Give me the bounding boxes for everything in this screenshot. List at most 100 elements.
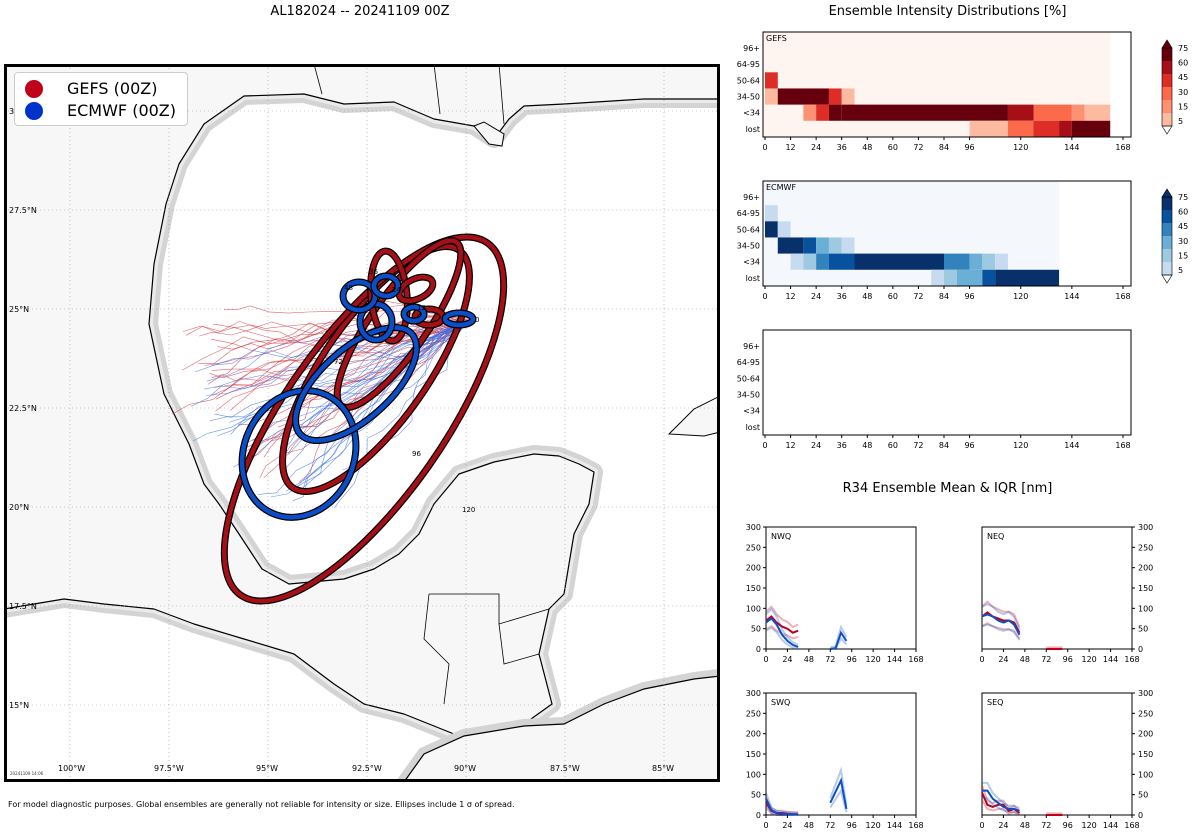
lat-label: 15°N — [9, 701, 29, 710]
heatmap-tick-label: 144 — [1064, 292, 1079, 301]
heatmap-tick-label: 84 — [939, 292, 949, 301]
ellipse-label-96: 96 — [412, 450, 421, 458]
r34-mean-line — [981, 613, 1021, 636]
colorbar-tick-label: 45 — [1178, 73, 1188, 82]
r34-x-tick-label: 72 — [825, 821, 835, 830]
colorbar-segment — [1162, 223, 1172, 236]
heatmap-tick-label: 36 — [837, 441, 847, 450]
heatmap-cell — [944, 269, 957, 286]
r34-x-tick-label: 24 — [782, 821, 792, 830]
heatmap-tick-label: 60 — [888, 143, 898, 152]
lat-label: 17.5°N — [9, 602, 37, 611]
heatmap-cell — [765, 72, 778, 89]
r34-x-tick-label: 168 — [908, 655, 923, 664]
heatmap-row-label: 64-95 — [737, 60, 760, 69]
heatmap-cell — [828, 253, 855, 270]
r34-y-tick-label: 300 — [746, 689, 761, 698]
r34-x-tick-label: 96 — [1063, 655, 1073, 664]
ensemble-ellipses — [220, 233, 508, 605]
r34-y-tick-label: 0 — [1138, 811, 1143, 820]
colorbar-min-arrow — [1161, 125, 1173, 135]
colorbar-tick-label: 75 — [1178, 44, 1188, 53]
heatmap-row-label: 34-50 — [737, 391, 760, 400]
ecmwf-track — [205, 321, 468, 396]
heatmap-cell — [956, 269, 983, 286]
heatmap-cell — [803, 253, 817, 270]
ecmwf-ellipse-12 — [401, 304, 427, 324]
r34-iqr-line — [981, 785, 1021, 812]
gefs-ellipse-36 — [368, 248, 410, 344]
heatmap-frame — [762, 31, 1132, 138]
r34-x-tick-label: 96 — [1063, 821, 1073, 830]
graticule — [7, 67, 717, 779]
r34-mean-line — [829, 777, 848, 810]
heatmap-tick-label: 0 — [762, 441, 767, 450]
legend-label-ecmwf: ECMWF (00Z) — [67, 101, 176, 120]
heatmap-tick-label: 24 — [811, 143, 821, 152]
gefs-ellipse-120 — [222, 234, 506, 604]
heatmap-cell — [1033, 120, 1060, 137]
r34-iqr-line — [830, 624, 848, 649]
heatmap-row-label: 34-50 — [737, 242, 760, 251]
r34-x-tick-label: 0 — [763, 821, 768, 830]
heatmap-tick-label: 24 — [811, 292, 821, 301]
colorbar-max-arrow — [1161, 188, 1173, 198]
ecmwf-track — [212, 321, 463, 366]
ellipse-label-12: 12 — [417, 304, 426, 312]
heatmap-tick-label: 48 — [862, 143, 872, 152]
r34-y-tick-label: 150 — [1138, 750, 1153, 759]
colorbar-segment — [1162, 48, 1172, 61]
heatmap-cell — [982, 269, 996, 286]
heatmap-row-label: 34-50 — [737, 93, 760, 102]
r34-y-tick-label: 150 — [746, 750, 761, 759]
r34-mean-line — [765, 615, 799, 634]
heatmap-tick-label: 60 — [888, 441, 898, 450]
lat-label: 22.5°N — [9, 404, 37, 413]
heatmap-frame — [762, 180, 1132, 287]
legend-item-ecmwf: ECMWF (00Z) — [25, 101, 176, 120]
heatmap-tick-label: 168 — [1115, 441, 1130, 450]
r34-y-tick-label: 50 — [751, 625, 761, 634]
heatmap-cell — [828, 104, 842, 121]
colorbar-tick-label: 5 — [1178, 266, 1183, 275]
heatmap-row-label: 96+ — [743, 342, 760, 351]
r34-y-tick-label: 200 — [746, 730, 761, 739]
r34-x-tick-label: 0 — [979, 821, 984, 830]
r34-y-tick-label: 100 — [746, 770, 761, 779]
heatmap-tick-label: 12 — [785, 143, 795, 152]
r34-mean-line — [765, 798, 799, 816]
r34-y-tick-label: 0 — [1138, 645, 1143, 654]
ecmwf-ellipse-0 — [442, 310, 476, 328]
r34-x-tick-label: 144 — [887, 821, 902, 830]
heatmap-cell — [995, 269, 1060, 286]
r34-iqr-line — [765, 626, 799, 650]
colorbar-tick-label: 60 — [1178, 208, 1188, 217]
colorbar-segment — [1162, 61, 1172, 74]
heatmap-panel-name: ECMWF — [766, 183, 796, 192]
r34-y-tick-label: 250 — [1138, 709, 1153, 718]
colorbar-segment — [1162, 210, 1172, 223]
r34-x-tick-label: 168 — [908, 821, 923, 830]
r34-mean-line — [830, 630, 848, 650]
ecmwf-track — [240, 319, 464, 446]
r34-panel: NWQ 0 24 48 72 96 120 144 168 300 250 200 150 100 50 0 — [746, 523, 924, 664]
ellipse-label-36: 36 — [369, 268, 378, 276]
ecmwf-ellipse-48 — [340, 279, 378, 313]
heatmap-cell — [995, 253, 1008, 270]
lat-label: 27.5°N — [9, 206, 37, 215]
heatmap-cell — [803, 104, 817, 121]
r34-x-tick-label: 144 — [887, 655, 902, 664]
r34-x-tick-label: 72 — [1041, 821, 1051, 830]
colorbar-min-arrow — [1161, 274, 1173, 284]
heatmap-cell — [982, 253, 996, 270]
ellipse-label-120: 120 — [462, 506, 475, 514]
colorbar-max-arrow — [1161, 39, 1173, 49]
map-frame — [4, 64, 720, 782]
heatmap-tick-label: 84 — [939, 441, 949, 450]
heatmap-row-label: 50-64 — [737, 76, 760, 85]
heatmap-cell — [777, 88, 829, 105]
heatmap-tick-label: 12 — [785, 292, 795, 301]
footer-note: For model diagnostic purposes. Global en… — [8, 800, 515, 809]
r34-y-tick-label: 0 — [756, 811, 761, 820]
r34-y-tick-label: 250 — [746, 543, 761, 552]
